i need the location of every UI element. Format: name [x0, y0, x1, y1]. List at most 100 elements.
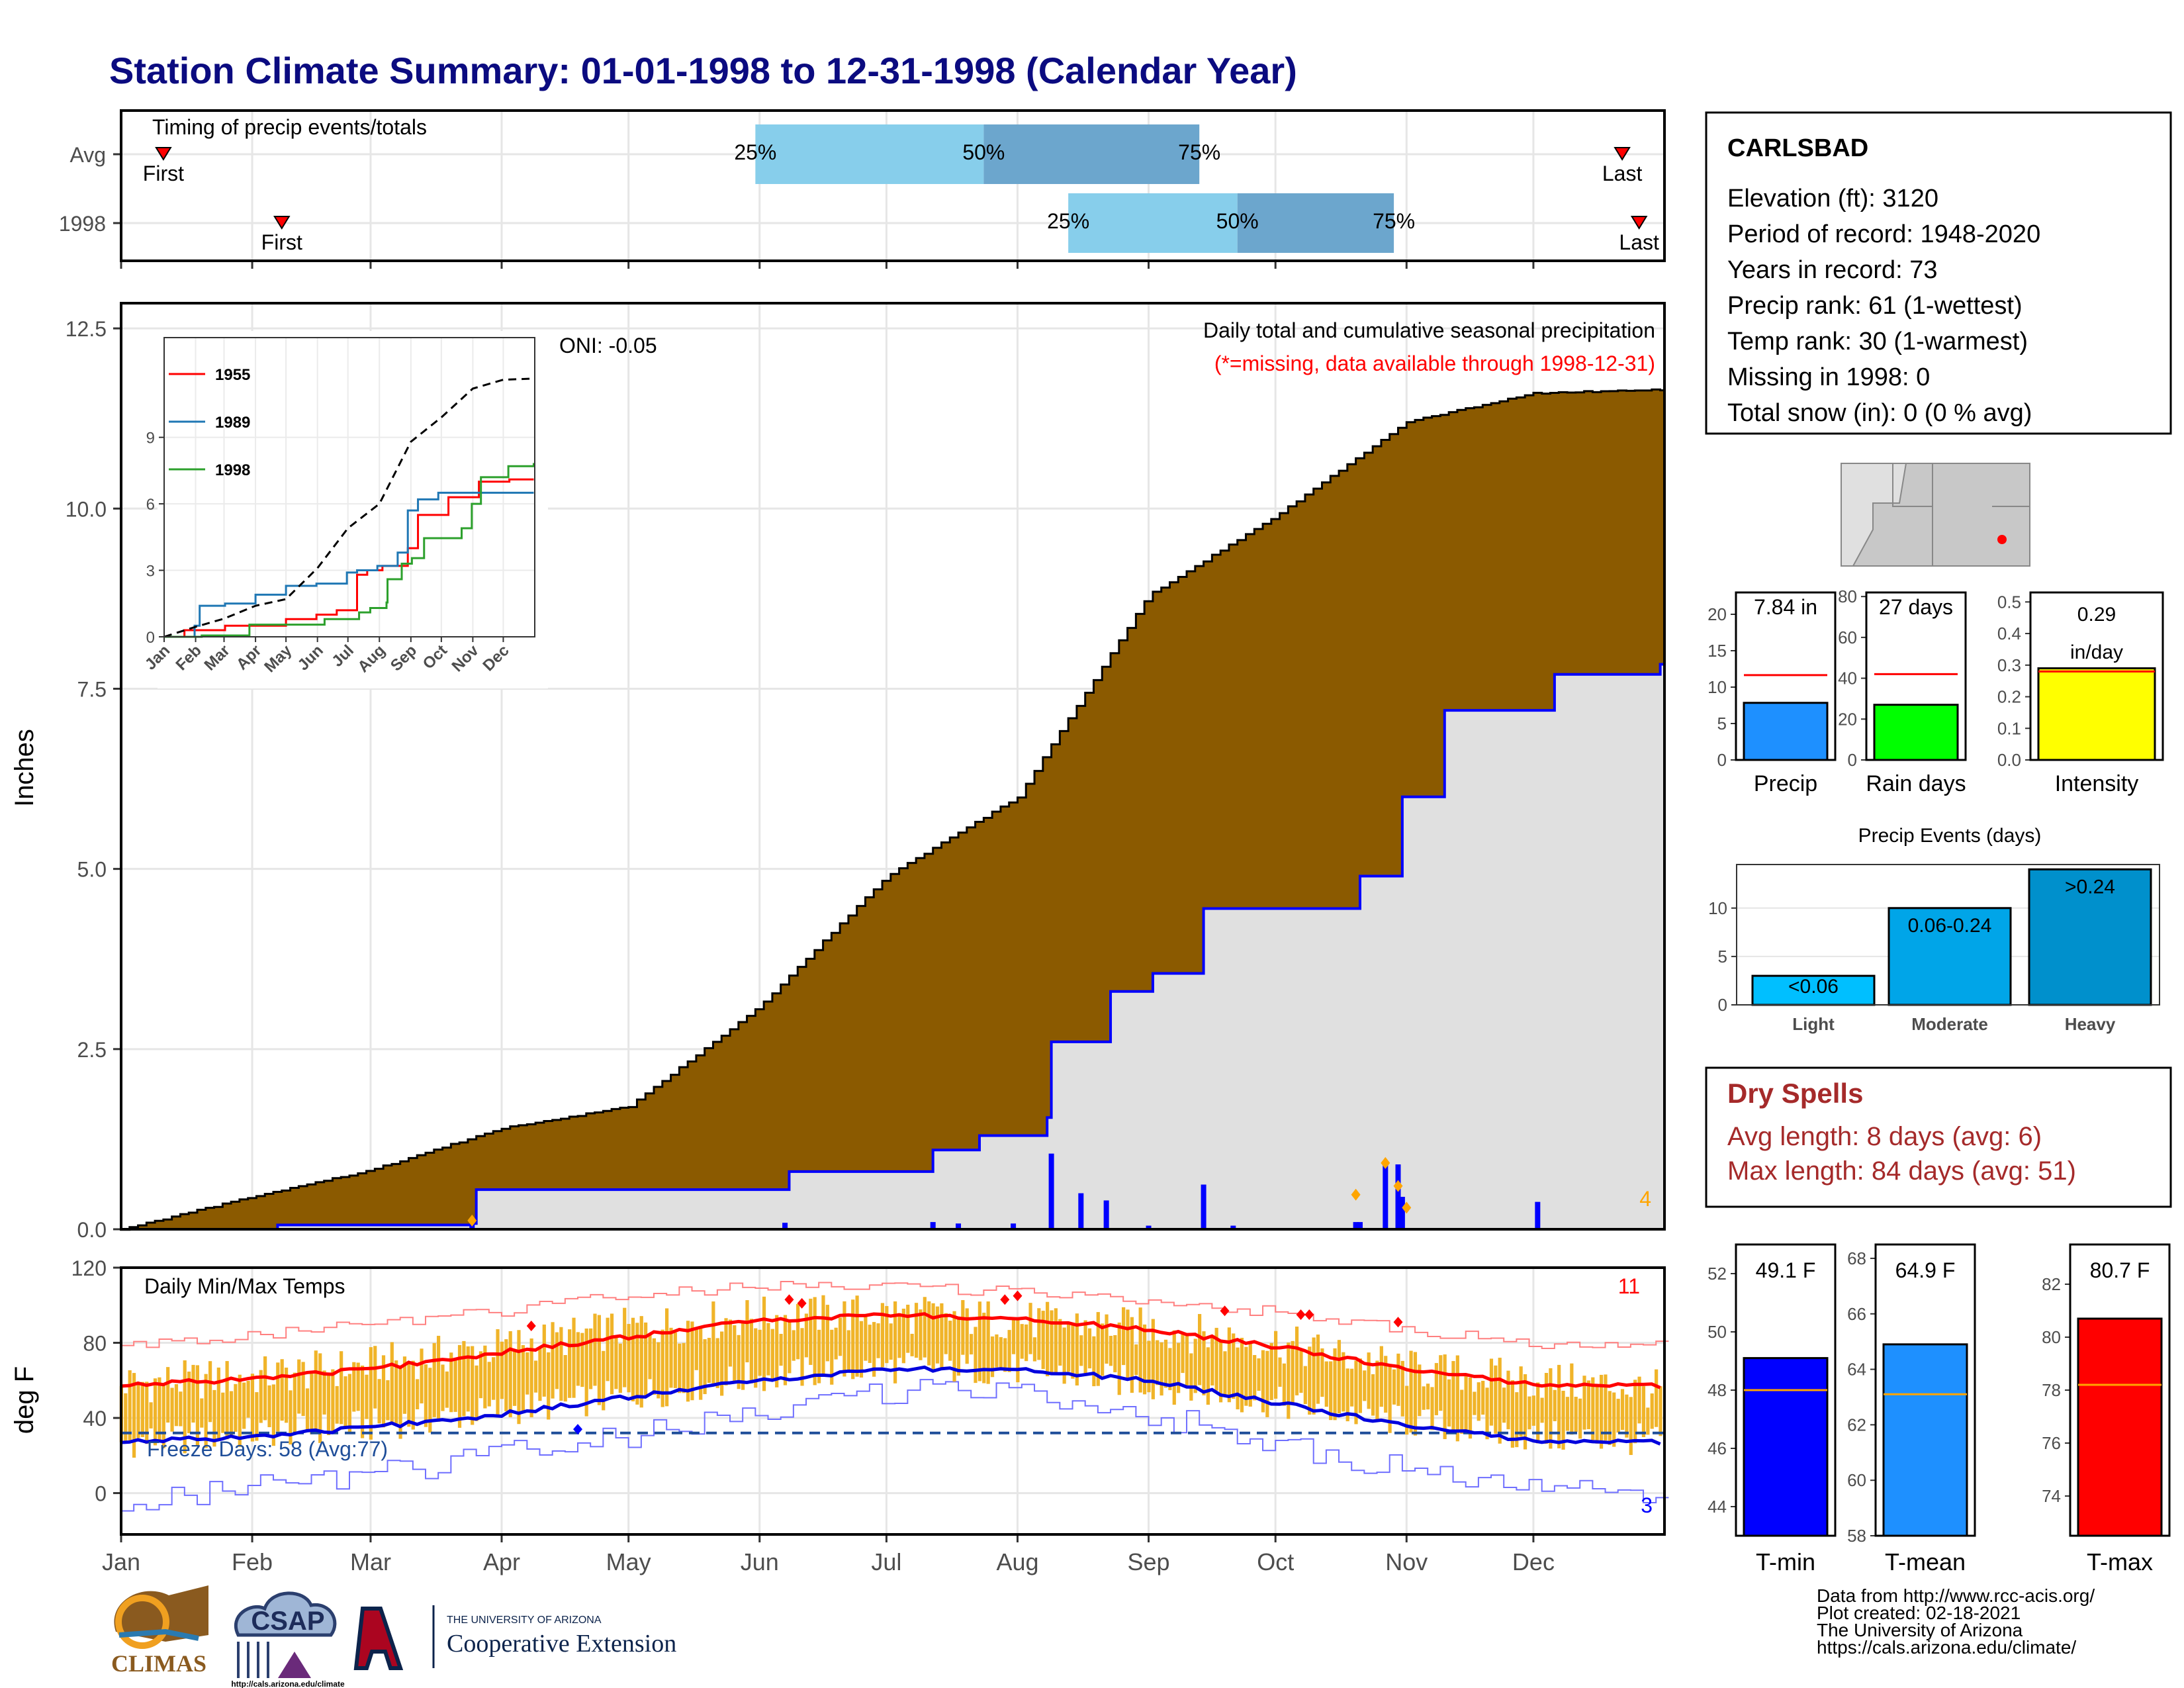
- tmax-y-tick-label: 82: [2042, 1274, 2061, 1294]
- temp-y-tick-label: 80: [83, 1332, 107, 1356]
- daily-temp-bar: [1185, 1335, 1189, 1387]
- tmean-y-tick-label: 62: [1847, 1415, 1866, 1434]
- temp-x-tick-label: Feb: [232, 1548, 273, 1575]
- daily-temp-bar: [559, 1327, 563, 1401]
- daily-temp-bar: [1515, 1392, 1519, 1448]
- daily-temp-bar: [1608, 1391, 1612, 1445]
- daily-temp-bar: [512, 1350, 517, 1406]
- daily-temp-bar: [1473, 1391, 1477, 1415]
- daily-temp-bar: [686, 1321, 690, 1402]
- daily-temp-bar: [365, 1374, 369, 1419]
- daily-temp-bar: [737, 1335, 741, 1389]
- daily-temp-bar: [699, 1328, 703, 1400]
- daily-temp-bar: [724, 1318, 728, 1385]
- daily-temp-bar: [1265, 1350, 1269, 1417]
- daily-temp-bar: [1202, 1331, 1206, 1395]
- temp-x-tick-label: Sep: [1128, 1548, 1170, 1575]
- daily-temp-bar: [754, 1328, 758, 1388]
- daily-temp-bar: [1075, 1313, 1079, 1385]
- daily-temp-bar: [1367, 1352, 1371, 1409]
- daily-temp-bar: [1451, 1361, 1455, 1430]
- daily-temp-bar: [551, 1322, 555, 1399]
- intensity-bar: [2037, 667, 2156, 761]
- daily-temp-bar: [280, 1359, 284, 1421]
- csap-logo-url: http://cals.arizona.edu/climate: [231, 1679, 345, 1688]
- daily-temp-bar: [593, 1313, 597, 1386]
- daily-temp-bar: [1345, 1368, 1349, 1422]
- events-bar: [1751, 974, 1876, 1006]
- temp-y-tick-label: 40: [83, 1407, 107, 1430]
- daily-temp-bar: [259, 1370, 263, 1423]
- timing-frame: [120, 109, 1666, 262]
- daily-temp-bar: [720, 1331, 724, 1396]
- daily-temp-bar: [1050, 1310, 1054, 1373]
- daily-temp-bar: [1028, 1303, 1032, 1354]
- tmean-bar: [1882, 1343, 1968, 1537]
- daily-temp-bar: [1278, 1357, 1282, 1387]
- footer-credit-line: The University of Arizona: [1817, 1620, 2023, 1640]
- daily-temp-bar: [1134, 1344, 1138, 1376]
- daily-temp-bar: [212, 1389, 216, 1447]
- temp-x-tick-label: Mar: [350, 1548, 391, 1575]
- precip-y-tick-label: 0.0: [77, 1218, 107, 1242]
- tmean-y-tick-label: 60: [1847, 1470, 1866, 1490]
- intensity-y-tick-label: 0.4: [1997, 624, 2021, 643]
- precip-panel: 0.0 2.5 5.0 7.5 10.0 12.5 Inches 4 Daily total a…: [10, 302, 1666, 1242]
- intensity-y-tick-label: 0.3: [1997, 655, 2021, 675]
- timing-marker-triangle: [1614, 147, 1631, 161]
- daily-temp-bar: [610, 1313, 614, 1395]
- daily-temp-bar: [381, 1355, 386, 1428]
- daily-temp-bar: [1477, 1382, 1480, 1421]
- daily-temp-bar: [1426, 1383, 1430, 1410]
- events-bar-label: >0.24: [2065, 876, 2115, 898]
- precip-y-tick-label: 15: [1707, 641, 1727, 661]
- daily-temp-bar: [487, 1362, 491, 1407]
- daily-temp-bar: [678, 1343, 682, 1393]
- station-map: [1841, 463, 2030, 567]
- timing-label-75: 75%: [1178, 140, 1220, 164]
- station-info-line: Total snow (in): 0 (0 % avg): [1727, 399, 2032, 427]
- footer-credit-line: https://cals.arizona.edu/climate/: [1817, 1637, 2076, 1658]
- daily-temp-bar: [1523, 1374, 1527, 1450]
- daily-temp-bar: [183, 1360, 187, 1454]
- timing-label-75: 75%: [1373, 209, 1415, 233]
- daily-temp-bar: [174, 1384, 179, 1427]
- timing-last-label: Last: [1602, 162, 1643, 185]
- raindays-y-tick-label: 60: [1838, 628, 1857, 647]
- inset-frame: [163, 337, 535, 637]
- daily-temp-bar: [525, 1352, 529, 1395]
- record-high-marker: [1304, 1309, 1314, 1320]
- daily-temp-bar: [1384, 1356, 1388, 1413]
- daily-temp-bar: [521, 1345, 525, 1413]
- daily-temp-bar: [1087, 1328, 1092, 1369]
- daily-temp-bar: [161, 1385, 165, 1448]
- raindays-y-tick-label: 0: [1848, 750, 1857, 770]
- daily-temp-bar: [326, 1375, 331, 1435]
- daily-temp-bar: [931, 1303, 935, 1372]
- daily-temp-bar: [471, 1346, 475, 1425]
- station-info-box: CARLSBAD Elevation (ft): 3120 Period of re…: [1705, 111, 2172, 435]
- climas-logo-sun: [115, 1595, 169, 1649]
- daily-temp-bar: [191, 1364, 195, 1423]
- daily-temp-bar: [1536, 1382, 1540, 1444]
- daily-temp-bar: [250, 1374, 255, 1442]
- daily-temp-bar: [369, 1347, 373, 1440]
- station-info-line: Temp rank: 30 (1-warmest): [1727, 328, 2028, 355]
- daily-temp-bar: [335, 1385, 339, 1424]
- precip-category-label: Precip: [1754, 771, 1817, 796]
- record-high-line: [121, 1281, 1669, 1350]
- daily-temp-bar: [1422, 1386, 1426, 1410]
- station-info-line: Missing in 1998: 0: [1727, 363, 1930, 391]
- daily-temp-bar: [648, 1334, 652, 1380]
- raindays-frame: [1865, 591, 1967, 761]
- daily-temp-bar: [1418, 1364, 1422, 1417]
- daily-temp-bar: [1198, 1314, 1202, 1385]
- daily-temp-bar: [1163, 1339, 1168, 1388]
- daily-temp-bar: [204, 1374, 208, 1448]
- daily-temp-bar: [623, 1307, 627, 1387]
- temp-frame: [120, 1266, 1666, 1536]
- inset-y-tick-label: 9: [146, 430, 155, 447]
- daily-temp-bar: [432, 1342, 436, 1417]
- record-high-marker: [1296, 1309, 1306, 1320]
- daily-temp-bar: [483, 1345, 487, 1409]
